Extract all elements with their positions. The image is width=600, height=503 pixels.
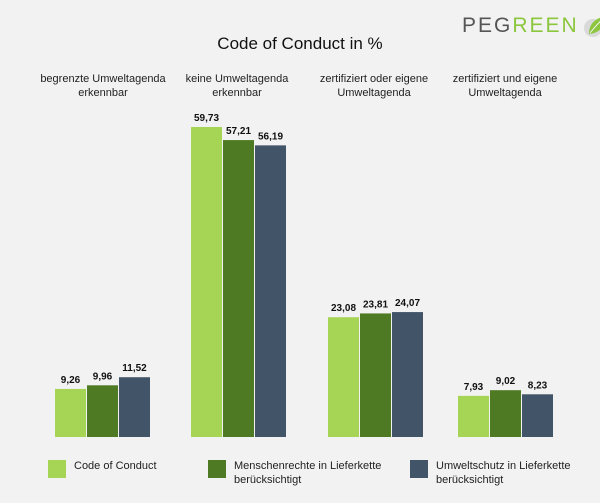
bar-value-label: 56,19 <box>258 131 283 142</box>
category-label: zertifiziert oder eigene Umweltagenda <box>320 73 428 99</box>
bar <box>119 377 150 437</box>
bar <box>87 385 118 437</box>
bar <box>255 145 286 437</box>
chart-title: Code of Conduct in % <box>217 34 383 53</box>
legend-swatch <box>48 460 66 478</box>
bar-value-label: 24,07 <box>395 298 420 309</box>
category-label: zertifiziert und eigene Umweltagenda <box>453 73 558 99</box>
leaf-icon <box>583 17 600 37</box>
bar <box>328 317 359 437</box>
bar <box>490 390 521 437</box>
bar <box>191 127 222 437</box>
pegreen-logo: PEG REEN <box>462 14 600 38</box>
bar-value-label: 59,73 <box>194 113 219 124</box>
bar-value-label: 23,08 <box>331 303 356 314</box>
category-label: keine Umweltagenda erkennbar <box>186 73 290 99</box>
bar <box>223 140 254 437</box>
logo-text-peg: PEG <box>462 14 513 37</box>
legend-swatch <box>410 460 428 478</box>
bar-value-label: 8,23 <box>528 380 548 391</box>
legend-swatch <box>208 460 226 478</box>
chart-legend: Code of Conduct Menschenrechte in Lieferk… <box>0 456 600 496</box>
bar <box>522 394 553 437</box>
bar-value-label: 9,02 <box>496 376 516 387</box>
legend-item: Menschenrechte in Lieferkette berücksicht… <box>208 459 381 487</box>
bar <box>360 313 391 437</box>
bar <box>55 388 86 437</box>
bar-value-label: 23,81 <box>363 299 388 310</box>
bar-value-label: 9,26 <box>61 375 81 386</box>
legend-label: Menschenrechte in Lieferkette berücksicht… <box>234 460 382 486</box>
legend-item: Code of Conduct <box>48 459 157 478</box>
legend-item: Umweltschutz in Lieferkette berücksichtig… <box>410 459 571 487</box>
bar-value-label: 11,52 <box>122 363 147 374</box>
legend-label: Umweltschutz in Lieferkette berücksichtig… <box>436 460 571 486</box>
bar-value-label: 57,21 <box>226 126 251 137</box>
logo-text-green: REEN <box>512 14 579 37</box>
bar-value-label: 7,93 <box>464 382 484 393</box>
bar-value-label: 9,96 <box>93 371 113 382</box>
bar <box>458 395 489 437</box>
legend-label: Code of Conduct <box>74 460 157 472</box>
bar-chart: begrenzte Umweltagenda erkennbar 9,26 9,96 1… <box>40 73 558 437</box>
bar <box>392 312 423 437</box>
category-label: begrenzte Umweltagenda erkennbar <box>40 73 166 99</box>
